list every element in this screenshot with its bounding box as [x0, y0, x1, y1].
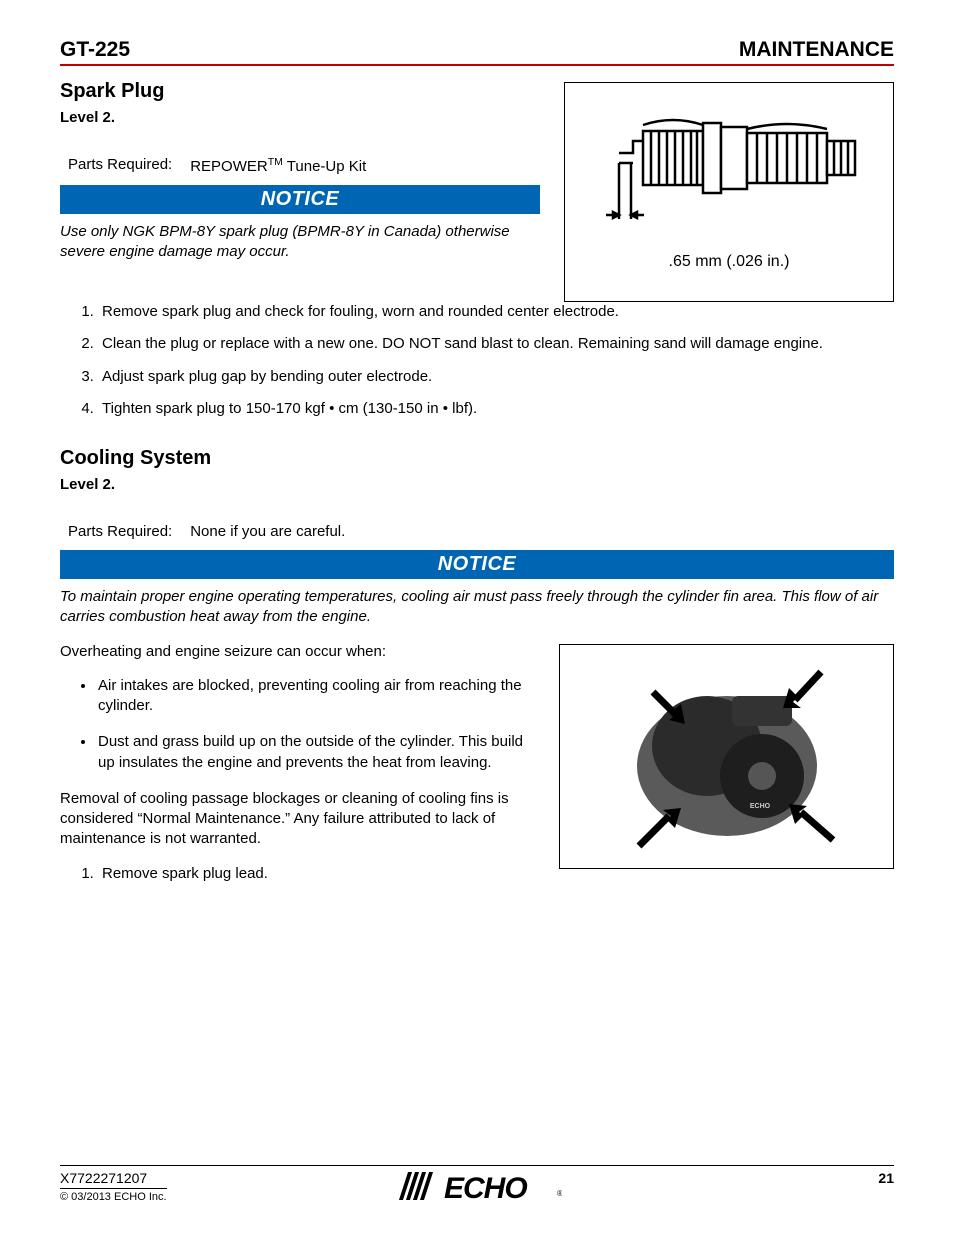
notice-bar: NOTICE: [60, 185, 540, 214]
echo-logo-icon: ECHO ®: [392, 1166, 562, 1206]
echo-logo: ECHO ®: [392, 1166, 562, 1211]
page-header: GT-225 MAINTENANCE: [60, 38, 894, 66]
cooling-para2: Removal of cooling passage blockages or …: [60, 789, 535, 850]
notice-text: Use only NGK BPM-8Y spark plug (BPMR-8Y …: [60, 222, 540, 263]
bullet-item: Dust and grass build up on the outside o…: [96, 732, 535, 773]
step-item: Remove spark plug and check for fouling,…: [98, 302, 894, 322]
spark-plug-icon: [589, 105, 869, 235]
cooling-system-title: Cooling System: [60, 447, 894, 470]
cooling-intro: Overheating and engine seizure can occur…: [60, 642, 535, 662]
notice-text-cooling: To maintain proper engine operating temp…: [60, 587, 894, 628]
cooling-system-level: Level 2.: [60, 476, 894, 493]
step-item: Clean the plug or replace with a new one…: [98, 334, 894, 354]
notice-bar-cooling: NOTICE: [60, 550, 894, 579]
step-item: Remove spark plug lead.: [98, 864, 535, 884]
parts-value: REPOWERTM Tune-Up Kit: [190, 156, 366, 175]
spark-plug-title: Spark Plug: [60, 80, 540, 103]
step-item: Tighten spark plug to 150-170 kgf • cm (…: [98, 399, 894, 419]
parts-value: None if you are careful.: [190, 523, 345, 540]
cooling-steps: Remove spark plug lead.: [68, 864, 535, 884]
copyright: © 03/2013 ECHO Inc.: [60, 1188, 167, 1203]
spark-plug-steps: Remove spark plug and check for fouling,…: [68, 302, 894, 419]
svg-text:®: ®: [557, 1189, 562, 1198]
spark-plug-gap-value: .65 mm (.026 in.): [669, 253, 790, 271]
parts-label: Parts Required:: [68, 156, 172, 175]
step-item: Adjust spark plug gap by bending outer e…: [98, 367, 894, 387]
cooling-bullets: Air intakes are blocked, preventing cool…: [68, 676, 535, 773]
spark-plug-level: Level 2.: [60, 109, 540, 126]
parts-label: Parts Required:: [68, 523, 172, 540]
section-label: MAINTENANCE: [739, 38, 894, 62]
spark-plug-figure: .65 mm (.026 in.): [564, 82, 894, 302]
page-number: 21: [878, 1170, 894, 1186]
parts-required-row: Parts Required: REPOWERTM Tune-Up Kit: [68, 156, 540, 175]
doc-number: X7722271207: [60, 1170, 167, 1186]
parts-required-row-cooling: Parts Required: None if you are careful.: [68, 523, 894, 540]
engine-icon: ECHO: [577, 656, 877, 856]
model-number: GT-225: [60, 38, 130, 62]
svg-text:ECHO: ECHO: [444, 1172, 527, 1205]
bullet-item: Air intakes are blocked, preventing cool…: [96, 676, 535, 717]
engine-figure: ECHO: [559, 644, 894, 869]
svg-text:ECHO: ECHO: [749, 803, 770, 810]
